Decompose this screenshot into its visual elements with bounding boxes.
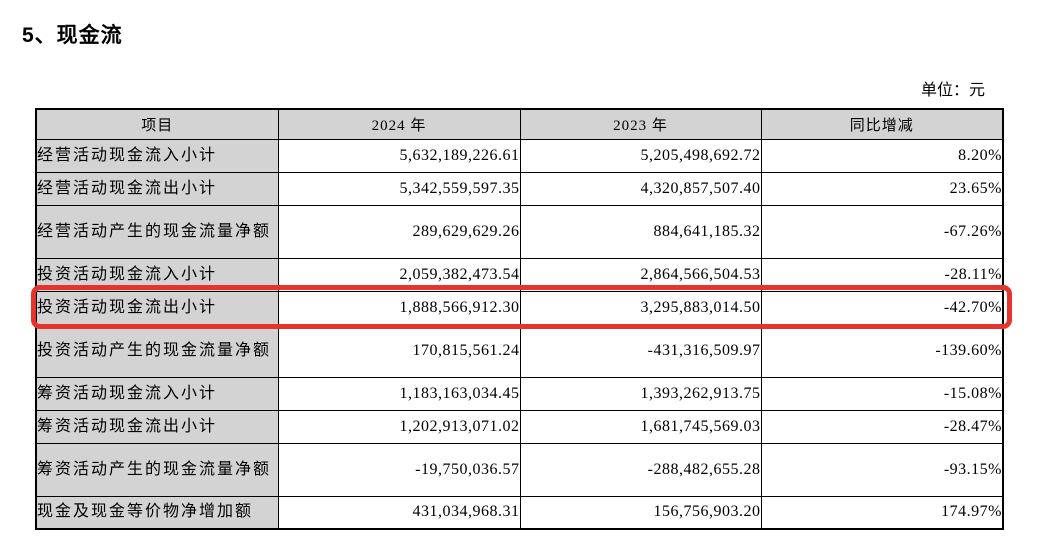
row-value-2024: 1,888,566,912.30 [277, 290, 521, 325]
row-value-2024: 1,202,913,071.02 [277, 409, 521, 444]
row-value-yoy: -28.47% [760, 409, 1004, 444]
row-value-yoy: 23.65% [760, 171, 1004, 206]
table-row: 筹资活动现金流入小计 1,183,163,034.45 1,393,262,91… [35, 376, 1004, 411]
row-value-2023: 4,320,857,507.40 [519, 171, 762, 206]
row-value-2023: 2,864,566,504.53 [519, 257, 762, 292]
row-value-yoy: 174.97% [760, 495, 1004, 530]
row-value-yoy: -67.26% [760, 204, 1004, 259]
unit-label: 单位：元 [920, 82, 985, 99]
table-row: 投资活动现金流入小计 2,059,382,473.54 2,864,566,50… [35, 257, 1004, 292]
row-item-label: 经营活动现金流入小计 [35, 138, 279, 173]
column-header-2023: 2023 年 [519, 108, 762, 140]
row-value-2024: -19,750,036.57 [277, 442, 521, 497]
cashflow-table: 项目 2024 年 2023 年 同比增减 经营活动现金流入小计 5,632,1… [35, 108, 1004, 530]
row-value-yoy: -42.70% [760, 290, 1004, 325]
row-value-2024: 5,342,559,597.35 [277, 171, 521, 206]
row-item-label: 筹资活动产生的现金流量净额 [35, 442, 279, 497]
row-value-2024: 431,034,968.31 [277, 495, 521, 530]
table-row: 现金及现金等价物净增加额 431,034,968.31 156,756,903.… [35, 495, 1004, 530]
table-row: 筹资活动产生的现金流量净额 -19,750,036.57 -288,482,65… [35, 442, 1004, 497]
column-header-yoy: 同比增减 [760, 108, 1004, 140]
column-header-item: 项目 [35, 108, 279, 140]
row-item-label: 投资活动产生的现金流量净额 [35, 323, 279, 378]
row-value-2023: 156,756,903.20 [519, 495, 762, 530]
table-row: 投资活动产生的现金流量净额 170,815,561.24 -431,316,50… [35, 323, 1004, 378]
row-value-2023: 1,681,745,569.03 [519, 409, 762, 444]
row-value-2023: 1,393,262,913.75 [519, 376, 762, 411]
row-item-label: 投资活动现金流入小计 [35, 257, 279, 292]
row-item-label: 经营活动现金流出小计 [35, 171, 279, 206]
table-row: 经营活动产生的现金流量净额 289,629,629.26 884,641,185… [35, 204, 1004, 259]
row-value-2024: 289,629,629.26 [277, 204, 521, 259]
row-item-label: 投资活动现金流出小计 [35, 290, 279, 325]
row-value-2023: -431,316,509.97 [519, 323, 762, 378]
table-row: 经营活动现金流出小计 5,342,559,597.35 4,320,857,50… [35, 171, 1004, 206]
table-header-row: 项目 2024 年 2023 年 同比增减 [35, 108, 1004, 140]
row-item-label: 筹资活动现金流出小计 [35, 409, 279, 444]
row-value-yoy: -28.11% [760, 257, 1004, 292]
table-row-highlighted: 投资活动现金流出小计 1,888,566,912.30 3,295,883,01… [35, 290, 1004, 325]
section-title: 5、现金流 [22, 24, 123, 47]
row-value-2024: 1,183,163,034.45 [277, 376, 521, 411]
row-value-2024: 5,632,189,226.61 [277, 138, 521, 173]
row-item-label: 现金及现金等价物净增加额 [35, 495, 279, 530]
row-value-2023: -288,482,655.28 [519, 442, 762, 497]
row-item-label: 筹资活动现金流入小计 [35, 376, 279, 411]
row-value-yoy: -139.60% [760, 323, 1004, 378]
table-row: 筹资活动现金流出小计 1,202,913,071.02 1,681,745,56… [35, 409, 1004, 444]
column-header-2024: 2024 年 [277, 108, 521, 140]
row-value-2023: 3,295,883,014.50 [519, 290, 762, 325]
row-value-yoy: -15.08% [760, 376, 1004, 411]
row-value-2023: 5,205,498,692.72 [519, 138, 762, 173]
row-value-2023: 884,641,185.32 [519, 204, 762, 259]
row-value-2024: 170,815,561.24 [277, 323, 521, 378]
row-value-yoy: 8.20% [760, 138, 1004, 173]
table-row: 经营活动现金流入小计 5,632,189,226.61 5,205,498,69… [35, 138, 1004, 173]
row-value-yoy: -93.15% [760, 442, 1004, 497]
row-value-2024: 2,059,382,473.54 [277, 257, 521, 292]
row-item-label: 经营活动产生的现金流量净额 [35, 204, 279, 259]
